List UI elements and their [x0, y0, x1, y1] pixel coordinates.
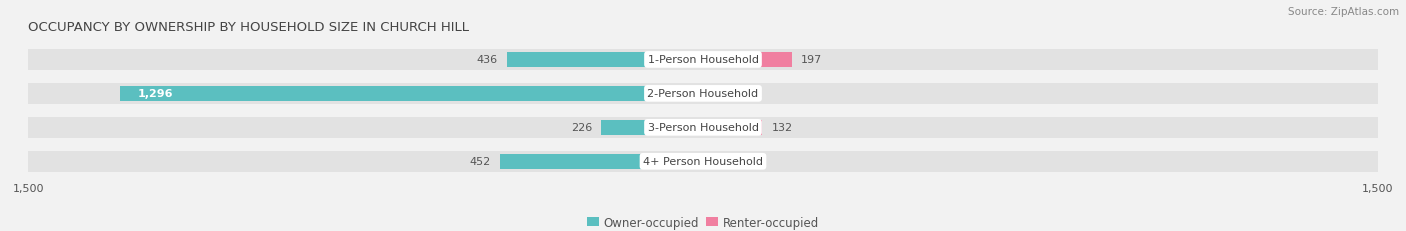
Text: Source: ZipAtlas.com: Source: ZipAtlas.com: [1288, 7, 1399, 17]
Bar: [703, 120, 762, 135]
Bar: [120, 86, 703, 101]
Text: 132: 132: [772, 123, 793, 133]
Text: 2-Person Household: 2-Person Household: [647, 89, 759, 99]
Bar: [499, 154, 703, 169]
Bar: [703, 53, 792, 68]
Bar: [28, 117, 1378, 138]
Legend: Owner-occupied, Renter-occupied: Owner-occupied, Renter-occupied: [582, 211, 824, 231]
Bar: [703, 154, 724, 169]
Text: 436: 436: [477, 55, 498, 65]
Text: 46: 46: [733, 157, 747, 167]
Text: OCCUPANCY BY OWNERSHIP BY HOUSEHOLD SIZE IN CHURCH HILL: OCCUPANCY BY OWNERSHIP BY HOUSEHOLD SIZE…: [28, 21, 470, 33]
Text: 197: 197: [800, 55, 823, 65]
Text: 81: 81: [748, 89, 762, 99]
Text: 4+ Person Household: 4+ Person Household: [643, 157, 763, 167]
Text: 1,296: 1,296: [138, 89, 173, 99]
Text: 3-Person Household: 3-Person Household: [648, 123, 758, 133]
Bar: [506, 53, 703, 68]
Bar: [602, 120, 703, 135]
Text: 226: 226: [571, 123, 592, 133]
Bar: [28, 151, 1378, 172]
Text: 1-Person Household: 1-Person Household: [648, 55, 758, 65]
Text: 452: 452: [470, 157, 491, 167]
Bar: [28, 50, 1378, 71]
Bar: [703, 86, 740, 101]
Bar: [28, 83, 1378, 104]
